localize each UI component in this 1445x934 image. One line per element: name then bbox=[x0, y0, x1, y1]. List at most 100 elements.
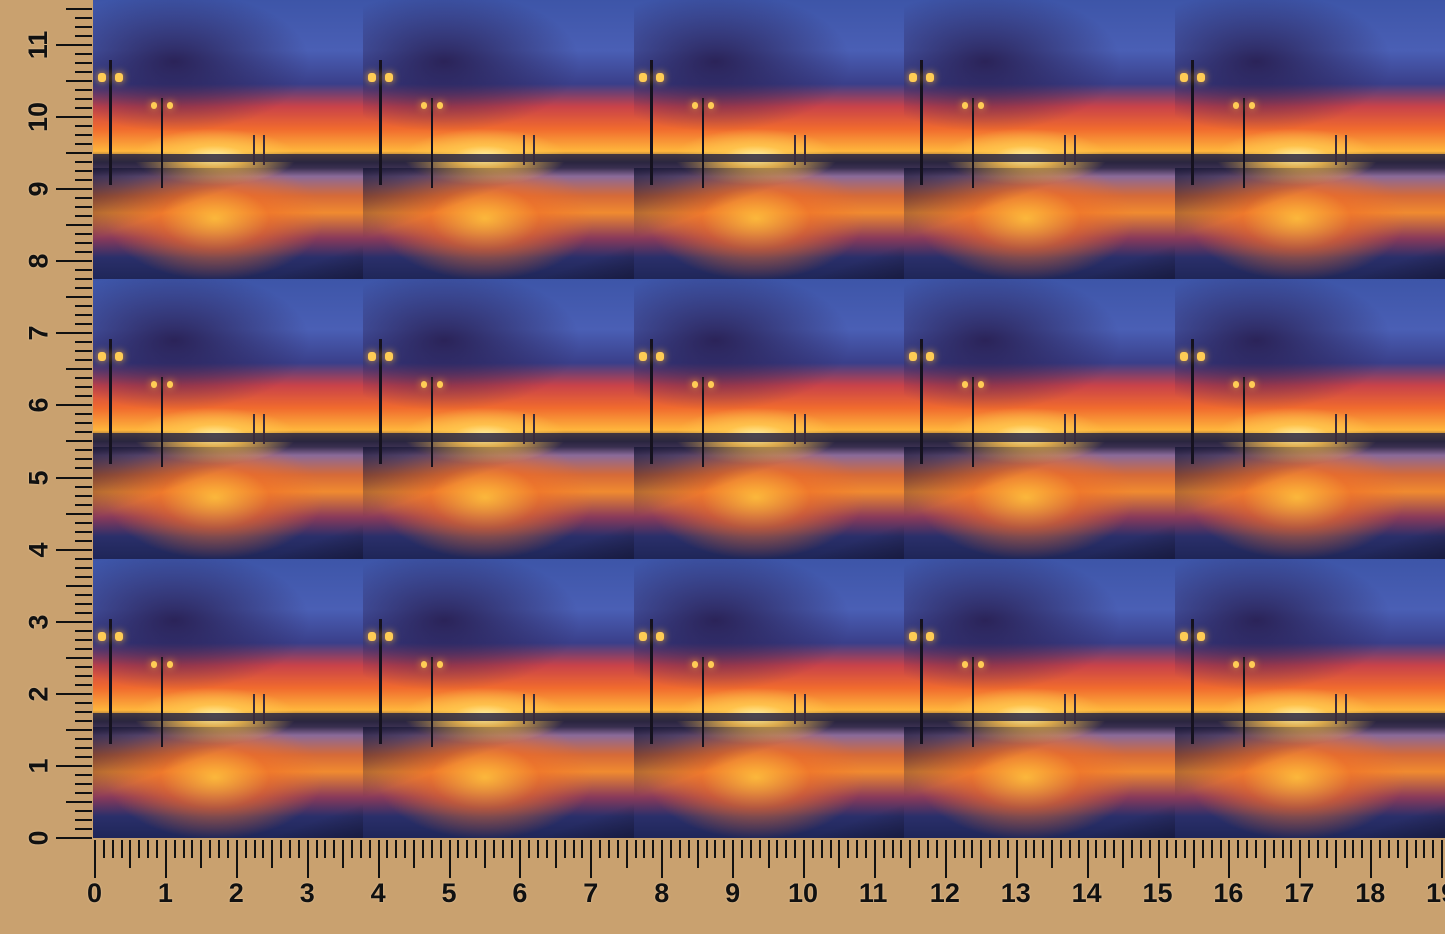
ruler-tick bbox=[75, 125, 92, 127]
ruler-tick bbox=[572, 840, 575, 858]
lamp-light bbox=[1232, 660, 1239, 668]
ruler-tick bbox=[75, 467, 92, 470]
lamp-post bbox=[161, 656, 163, 747]
lamp-light bbox=[385, 631, 394, 641]
ruler-tick bbox=[75, 206, 92, 209]
bridge-tower bbox=[793, 414, 796, 445]
lamp-post bbox=[1242, 377, 1245, 468]
ruler-tick bbox=[75, 593, 92, 596]
ruler-tick bbox=[1166, 840, 1169, 858]
ruler-tick bbox=[75, 737, 92, 740]
pattern-tile bbox=[904, 0, 1176, 280]
ruler-tick bbox=[838, 840, 841, 868]
lamp-post bbox=[649, 618, 653, 744]
ruler-tick bbox=[1051, 840, 1054, 868]
horizon bbox=[1174, 712, 1445, 721]
lamp-light bbox=[962, 102, 969, 109]
lamp-light bbox=[437, 660, 444, 668]
ruler-tick bbox=[66, 800, 92, 803]
ruler-tick bbox=[545, 840, 548, 858]
ruler-tick bbox=[75, 557, 92, 560]
ruler-tick bbox=[359, 840, 362, 858]
bridge-tower bbox=[1334, 135, 1337, 165]
lamp-light bbox=[385, 73, 394, 82]
lamp-light bbox=[707, 660, 714, 668]
ruler-tick bbox=[1130, 840, 1133, 858]
ruler-tick bbox=[75, 746, 92, 749]
ruler-tick bbox=[962, 840, 965, 858]
ruler-tick bbox=[421, 840, 424, 858]
ruler-tick bbox=[714, 840, 717, 858]
ruler-tick bbox=[643, 840, 646, 858]
ruler-tick bbox=[776, 840, 779, 858]
ruler-tick bbox=[218, 840, 221, 858]
ruler-tick bbox=[749, 840, 752, 858]
ruler-tick bbox=[1263, 840, 1266, 868]
ruler-label: 6 bbox=[23, 397, 53, 413]
ruler-tick bbox=[475, 840, 478, 858]
ruler-tick bbox=[1361, 840, 1364, 858]
ruler-tick bbox=[351, 840, 353, 858]
bridge-tower bbox=[523, 135, 526, 165]
bridge-tower bbox=[1074, 135, 1077, 165]
ruler-tick bbox=[510, 840, 513, 858]
pier bbox=[904, 447, 1176, 560]
ruler-tick bbox=[75, 97, 92, 100]
lamp-light bbox=[385, 352, 394, 362]
ruler-tick bbox=[466, 840, 469, 858]
pier bbox=[1174, 447, 1445, 560]
ruler-label: 4 bbox=[370, 878, 386, 908]
lamp-light bbox=[638, 73, 647, 82]
ruler-tick bbox=[856, 840, 859, 858]
ruler-label: 3 bbox=[299, 878, 315, 908]
ruler-tick bbox=[1325, 840, 1328, 858]
ruler-tick bbox=[66, 584, 92, 587]
lamp-post bbox=[431, 98, 434, 188]
bridge-tower bbox=[1074, 693, 1077, 724]
ruler-tick bbox=[75, 458, 92, 461]
bridge-tower bbox=[263, 693, 265, 724]
ruler-tick bbox=[457, 840, 460, 858]
ruler-tick bbox=[1228, 840, 1231, 878]
ruler-tick bbox=[847, 840, 850, 858]
ruler-tick bbox=[75, 818, 92, 821]
lamp-light bbox=[962, 381, 969, 389]
ruler-tick bbox=[820, 840, 823, 858]
bridge-tower bbox=[803, 135, 806, 165]
ruler-tick bbox=[1441, 840, 1444, 878]
ruler-label: 4 bbox=[23, 542, 53, 558]
ruler-label: 15 bbox=[1142, 878, 1173, 908]
ruler-tick bbox=[129, 840, 132, 868]
ruler-tick bbox=[829, 840, 832, 858]
pattern-tile bbox=[93, 0, 364, 280]
ruler-tick bbox=[448, 840, 451, 878]
ruler-tick bbox=[56, 837, 92, 839]
ruler-label: 9 bbox=[725, 878, 741, 908]
lamp-light bbox=[909, 73, 918, 82]
ruler-tick bbox=[696, 840, 699, 868]
bridge-tower bbox=[793, 135, 796, 165]
ruler-label: 2 bbox=[228, 878, 244, 908]
bridge-tower bbox=[803, 414, 806, 445]
ruler-tick bbox=[66, 79, 92, 82]
pier bbox=[904, 726, 1176, 838]
ruler-tick bbox=[75, 485, 92, 488]
ruler-tick bbox=[1113, 840, 1116, 858]
ruler-tick bbox=[75, 134, 92, 137]
lamp-light bbox=[1196, 73, 1205, 82]
lamp-light bbox=[368, 352, 377, 362]
ruler-label: 8 bbox=[654, 878, 670, 908]
ruler-label: 11 bbox=[858, 878, 888, 908]
horizon bbox=[633, 433, 905, 442]
lamp-light bbox=[926, 352, 935, 362]
ruler-label: 7 bbox=[583, 878, 599, 908]
ruler-tick bbox=[377, 840, 380, 878]
lamp-light bbox=[1196, 631, 1205, 641]
ruler-tick bbox=[413, 840, 416, 868]
lamp-post bbox=[431, 656, 434, 747]
ruler-tick bbox=[288, 840, 291, 858]
ruler-tick bbox=[75, 377, 92, 380]
ruler-tick bbox=[404, 840, 407, 858]
lamp-light bbox=[691, 381, 698, 389]
ruler-tick bbox=[811, 840, 814, 858]
